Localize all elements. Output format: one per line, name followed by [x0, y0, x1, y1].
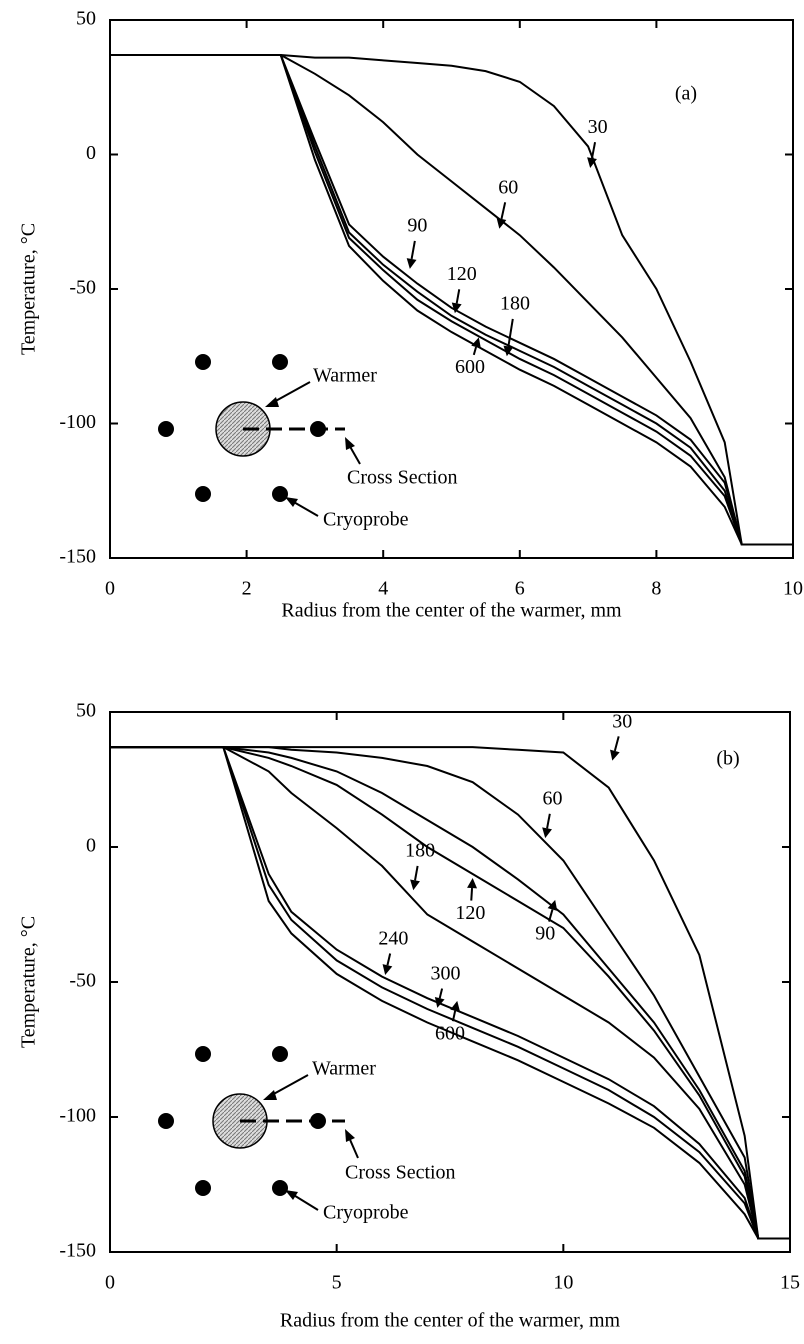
panel-label: (a) — [675, 83, 697, 105]
arrow-head — [471, 337, 481, 349]
arrow — [500, 202, 507, 220]
curve-label: 60 — [542, 788, 562, 810]
y-axis-title: Temperature, °C — [18, 223, 40, 355]
curve — [110, 746, 790, 1240]
schematic: Warmer Cross Section Cryoprobe — [158, 354, 458, 531]
curve-label: 300 — [430, 963, 460, 985]
arrow — [546, 813, 551, 829]
annotation: Cross Section — [347, 467, 458, 489]
curve-label: 180 — [500, 293, 530, 315]
arrow-head — [451, 302, 462, 314]
arrow-head — [467, 878, 478, 889]
arrow — [438, 988, 444, 999]
curve — [110, 746, 790, 1240]
arrow-head — [406, 258, 417, 269]
x-axis-title: Radius from the center of the warmer, mm — [280, 1310, 621, 1332]
y-tick-label: -150 — [59, 1240, 96, 1262]
arrow — [386, 953, 392, 966]
curve — [110, 746, 790, 1240]
arrow — [507, 318, 514, 347]
arrow — [455, 289, 461, 304]
x-tick-label: 10 — [553, 1272, 573, 1294]
arrow — [613, 736, 620, 752]
arrow — [470, 887, 474, 901]
annotation: Cross Section — [345, 1162, 456, 1184]
curve — [110, 53, 793, 546]
curve-label: 120 — [447, 263, 477, 285]
curve — [110, 53, 793, 546]
annotation: Cryoprobe — [323, 509, 409, 531]
curve-label: 240 — [378, 927, 408, 949]
curve — [110, 53, 793, 546]
curve — [110, 53, 793, 546]
y-tick-label: 50 — [76, 8, 96, 30]
arrow — [451, 1010, 457, 1022]
panel-label: (b) — [716, 748, 739, 770]
arrow — [410, 240, 416, 260]
arrow-head — [503, 345, 514, 357]
curve-label: 90 — [535, 923, 555, 945]
curve — [110, 746, 790, 1240]
y-tick-label: 0 — [86, 142, 96, 164]
x-tick-label: 2 — [242, 578, 252, 600]
x-tick-label: 0 — [105, 1272, 115, 1294]
curve — [110, 746, 790, 1240]
x-tick-label: 5 — [332, 1272, 342, 1294]
y-tick-label: -100 — [59, 1105, 96, 1127]
curve-label: 30 — [612, 710, 632, 732]
x-tick-label: 10 — [783, 578, 803, 600]
annotation: Warmer — [313, 365, 377, 387]
arrow-head — [410, 879, 420, 891]
y-tick-label: -50 — [69, 277, 96, 299]
curve-label: 90 — [407, 215, 427, 237]
curve-label: 180 — [405, 840, 435, 862]
arrow-head — [542, 827, 552, 839]
y-tick-label: -100 — [59, 411, 96, 433]
curve — [110, 746, 790, 1240]
y-tick-label: 0 — [86, 835, 96, 857]
y-tick-label: -150 — [59, 546, 96, 568]
curve-label: 600 — [435, 1023, 465, 1045]
curve-label: 600 — [455, 356, 485, 378]
arrow — [414, 865, 419, 881]
curve — [110, 746, 790, 1240]
arrow — [591, 141, 597, 159]
x-tick-label: 6 — [515, 578, 525, 600]
x-tick-label: 4 — [378, 578, 388, 600]
x-tick-label: 8 — [651, 578, 661, 600]
y-tick-label: 50 — [76, 700, 96, 722]
schematic: Warmer Cross Section Cryoprobe — [158, 1046, 456, 1224]
arrow-head — [434, 997, 445, 1008]
arrow-head — [450, 1000, 461, 1012]
arrow-head — [496, 217, 507, 229]
x-axis-title: Radius from the center of the warmer, mm — [281, 600, 622, 622]
arrow-head — [610, 749, 620, 761]
arrow — [472, 346, 478, 356]
curve-label: 60 — [498, 176, 518, 198]
curve — [110, 53, 793, 546]
x-tick-label: 0 — [105, 578, 115, 600]
arrow-head — [587, 157, 597, 168]
y-tick-label: -50 — [69, 970, 96, 992]
curve-label: 120 — [455, 902, 485, 924]
arrow-head — [547, 899, 558, 911]
curve-label: 30 — [588, 116, 608, 138]
curve — [110, 53, 793, 546]
annotation: Cryoprobe — [323, 1202, 409, 1224]
curve — [110, 746, 790, 1240]
y-axis-title: Temperature, °C — [18, 916, 40, 1048]
arrow-head — [382, 964, 393, 975]
x-tick-label: 15 — [780, 1272, 800, 1294]
annotation: Warmer — [312, 1058, 376, 1080]
